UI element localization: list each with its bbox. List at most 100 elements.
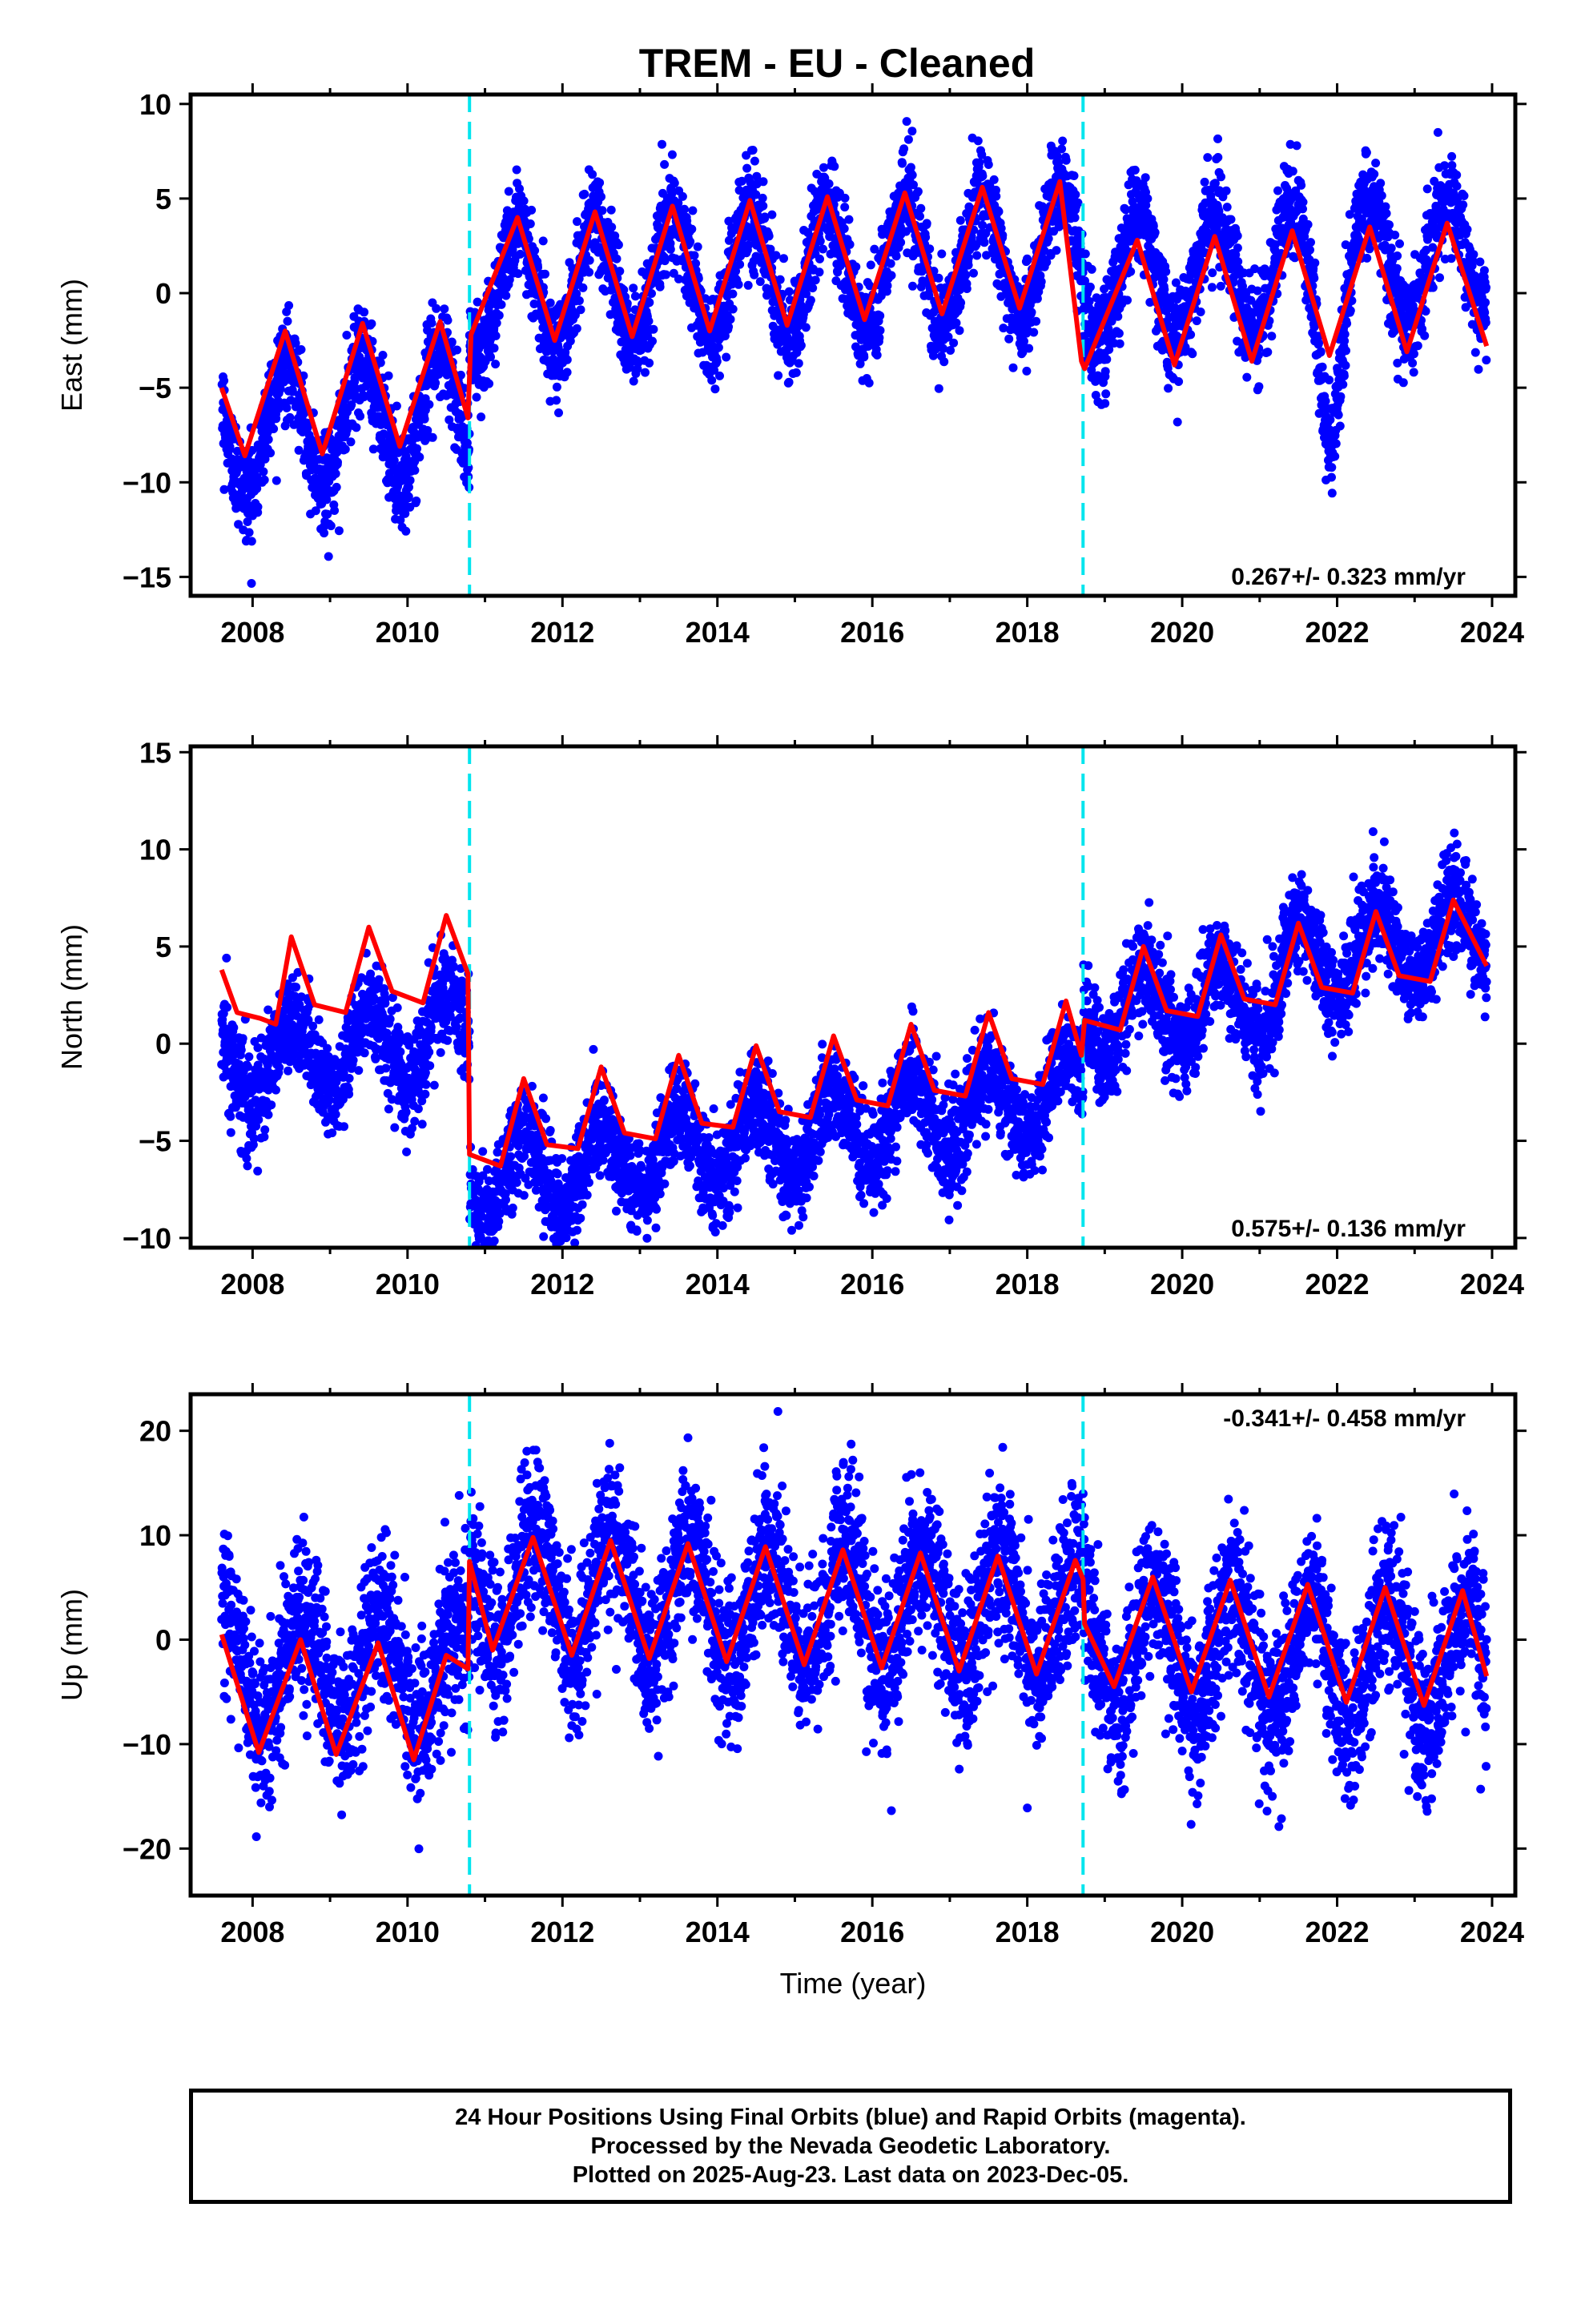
position-dot xyxy=(1173,417,1182,427)
position-dot xyxy=(1200,177,1209,187)
position-dot xyxy=(1087,264,1096,274)
position-dot xyxy=(1420,331,1430,340)
position-dot xyxy=(597,206,607,215)
position-dot xyxy=(440,304,449,314)
position-dot xyxy=(585,267,594,277)
position-dot xyxy=(1339,372,1349,380)
position-dot xyxy=(612,254,622,263)
position-dot xyxy=(1114,328,1124,338)
position-dot xyxy=(686,237,695,247)
position-dot xyxy=(794,359,803,368)
position-dot xyxy=(978,171,988,181)
position-dot xyxy=(266,448,276,458)
position-dot xyxy=(333,457,342,467)
position-dot xyxy=(728,289,738,299)
position-dot xyxy=(501,291,511,300)
position-dot xyxy=(263,435,273,444)
position-dot xyxy=(710,384,720,394)
position-dot xyxy=(921,232,931,242)
position-dot xyxy=(1085,282,1095,292)
position-dot xyxy=(972,251,982,260)
position-dot xyxy=(707,376,717,385)
position-dot xyxy=(666,244,675,254)
position-dot xyxy=(907,127,917,136)
position-dot xyxy=(378,351,388,360)
position-dot xyxy=(562,368,572,377)
position-dot xyxy=(607,223,617,232)
position-dot xyxy=(1371,159,1381,168)
position-dot xyxy=(648,336,657,346)
position-dot xyxy=(613,240,623,250)
position-dot xyxy=(1376,179,1386,188)
position-dot xyxy=(516,249,525,259)
position-dot xyxy=(420,414,429,424)
position-dot xyxy=(1340,329,1350,339)
panel-east: 2008 2010 2012 2014 2016 2018 2020 2022 2024−15−… xyxy=(55,83,1527,649)
position-dot xyxy=(1325,376,1334,384)
position-dot xyxy=(368,444,378,454)
position-dot xyxy=(285,412,295,422)
position-dot xyxy=(819,163,828,172)
position-dot xyxy=(367,319,376,328)
position-dot xyxy=(588,170,597,179)
position-dot xyxy=(872,350,882,360)
position-dot xyxy=(715,371,724,380)
position-dot xyxy=(963,253,973,263)
position-dot xyxy=(955,215,965,225)
position-dot xyxy=(552,396,561,405)
position-dot xyxy=(1004,334,1014,344)
position-dot xyxy=(748,146,758,155)
position-dot xyxy=(1254,382,1264,392)
position-dot xyxy=(767,210,777,219)
position-dot xyxy=(1203,153,1213,163)
position-dot xyxy=(641,368,650,377)
position-dot xyxy=(1115,339,1124,348)
position-dot xyxy=(989,175,999,184)
position-dot xyxy=(806,296,815,305)
position-dot xyxy=(274,404,284,413)
position-dot xyxy=(1213,134,1222,143)
position-dot xyxy=(1297,180,1306,190)
position-dot xyxy=(412,444,422,453)
position-dot xyxy=(1390,231,1400,239)
position-dots xyxy=(217,117,1491,588)
position-dot xyxy=(750,156,759,166)
position-dot xyxy=(331,469,340,478)
position-dot xyxy=(404,483,413,492)
position-dot xyxy=(922,219,931,228)
position-dot xyxy=(859,352,869,362)
position-dot xyxy=(743,280,753,290)
position-dot xyxy=(775,275,785,284)
position-dot xyxy=(1408,358,1418,368)
position-dot xyxy=(1316,347,1326,356)
position-dot xyxy=(1057,144,1067,154)
position-dot xyxy=(574,296,584,305)
position-dot xyxy=(934,273,943,283)
position-dot xyxy=(712,356,722,366)
position-dot xyxy=(525,219,535,228)
position-dot xyxy=(552,382,561,392)
position-dot xyxy=(447,337,457,347)
position-dot xyxy=(225,442,235,452)
position-dot xyxy=(253,502,263,512)
position-dot xyxy=(902,117,911,127)
position-dot xyxy=(1071,190,1080,199)
position-dot xyxy=(994,207,1004,216)
position-dot xyxy=(284,301,294,310)
position-dot xyxy=(903,135,913,144)
position-dot xyxy=(360,308,369,317)
position-dot xyxy=(687,224,697,234)
chart-title: TREM - EU - Cleaned xyxy=(639,41,1035,86)
position-dot xyxy=(1027,308,1036,317)
position-dot xyxy=(1192,316,1201,326)
position-dot xyxy=(690,251,699,260)
position-dot xyxy=(1174,377,1184,386)
position-dot xyxy=(494,311,504,320)
position-dot xyxy=(259,467,268,476)
position-dot xyxy=(1327,489,1337,498)
position-dot xyxy=(505,275,514,284)
position-dot xyxy=(359,392,368,402)
position-dot xyxy=(288,387,297,396)
position-dot xyxy=(975,158,984,167)
position-dot xyxy=(324,552,333,561)
